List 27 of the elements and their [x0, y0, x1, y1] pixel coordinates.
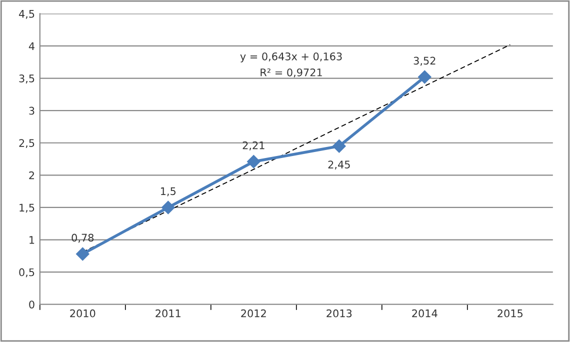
annotation: y = 0,643x + 0,163 [240, 52, 342, 62]
point [332, 140, 346, 153]
x-tick-label: 2014 [412, 309, 438, 318]
y-tick-label: 1 [30, 236, 34, 244]
x-tick-label: 2010 [70, 309, 96, 318]
y-tick-label: 3,5 [19, 74, 34, 84]
data-label: 2,45 [328, 160, 350, 170]
point [162, 200, 175, 214]
y-tick-label: 2 [29, 171, 34, 180]
data-label: 2,21 [242, 141, 264, 150]
y-tick-label: 4,5 [18, 10, 34, 19]
y-tick-label: 0,5 [19, 268, 34, 278]
point [418, 70, 432, 84]
y-tick-label: 3 [29, 106, 34, 115]
x-tick-label: 2015 [498, 309, 522, 318]
y-tick-label: 2,5 [19, 139, 34, 148]
data-label: 3,52 [414, 56, 436, 66]
y-tick-label: 0 [29, 300, 34, 308]
x-tick-label: 2011 [156, 309, 180, 318]
point [247, 155, 260, 168]
annotation: R² = 0,9721 [260, 68, 322, 78]
point [76, 247, 90, 261]
y-tick-label: 1,5 [20, 204, 34, 213]
x-tick-label: 2013 [326, 309, 352, 318]
y-tick-label: 4 [28, 42, 34, 50]
x-tick-label: 2012 [241, 309, 266, 318]
data-label: 1,5 [161, 187, 176, 196]
